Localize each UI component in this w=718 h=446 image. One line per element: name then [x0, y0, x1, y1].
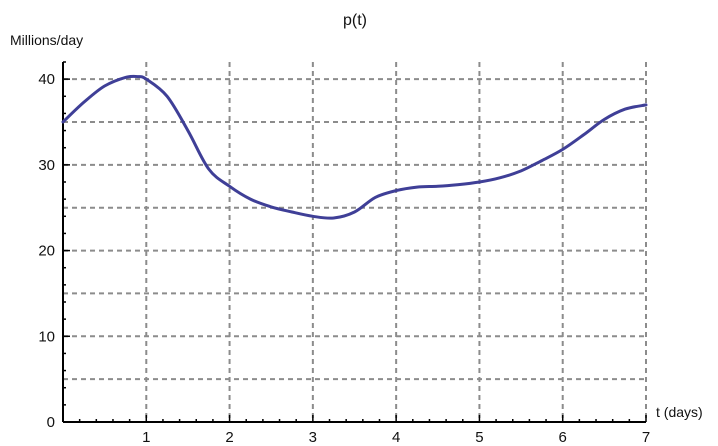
series-line-0 — [61, 74, 648, 220]
x-tick-label-4: 4 — [392, 429, 400, 446]
y-tick-label-20: 20 — [38, 243, 55, 260]
y-tick-label-0: 0 — [47, 414, 55, 431]
x-tick-label-7: 7 — [642, 429, 650, 446]
x-tick-label-2: 2 — [225, 429, 233, 446]
series — [61, 74, 648, 220]
y-tick-label-40: 40 — [38, 71, 55, 88]
ticks — [63, 61, 647, 423]
x-tick-label-1: 1 — [142, 429, 150, 446]
grid-lines — [63, 62, 647, 422]
tick-labels: 1 2 3 4 5 6 7 0 10 20 30 40 — [38, 71, 650, 446]
y-tick-label-30: 30 — [38, 157, 55, 174]
x-tick-label-6: 6 — [559, 429, 567, 446]
x-axis-label: t (days) — [656, 404, 703, 420]
x-tick-label-3: 3 — [309, 429, 317, 446]
y-axis-label: Millions/day — [10, 32, 83, 48]
x-tick-label-5: 5 — [475, 429, 483, 446]
chart-title: p(t) — [343, 12, 367, 29]
axes — [62, 62, 646, 423]
y-tick-label-10: 10 — [38, 328, 55, 345]
